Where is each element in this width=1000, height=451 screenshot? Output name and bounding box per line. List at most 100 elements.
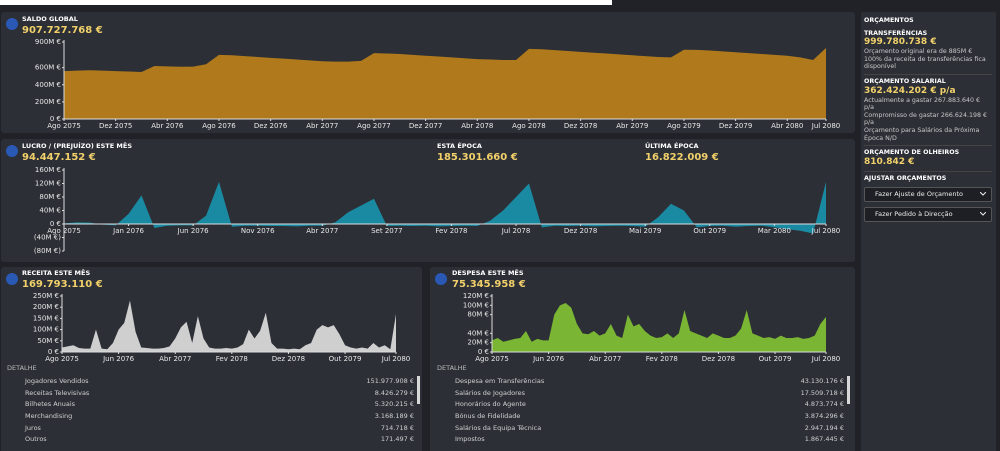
y-tick-label: 200M € — [33, 303, 59, 311]
x-tick-label: Set 2077 — [371, 227, 403, 235]
top-strip — [0, 0, 612, 5]
y-tick-label: 0 € — [478, 348, 489, 356]
budget-section: ORÇAMENTO SALARIAL 362.424.202 € p/a Actua… — [864, 77, 992, 147]
x-tick-label: Jul 2080 — [381, 355, 411, 363]
x-tick-label: Dez 2079 — [719, 122, 752, 130]
x-tick-label: Out 2079 — [693, 227, 726, 235]
detail-value: 151.977.908 € — [366, 377, 414, 385]
x-tick-label: Dez 2078 — [564, 227, 597, 235]
detail-row: Jogadores Vendidos 151.977.908 € — [7, 376, 414, 388]
x-tick-label: Ago 2075 — [45, 355, 79, 363]
scrollbar — [417, 376, 420, 404]
y-tick-label: 40M € — [39, 207, 61, 215]
panel-value: 169.793.110 € — [22, 279, 103, 290]
panel-title: DESPESA ESTE MÊS — [452, 268, 524, 277]
detail-value: 714.718 € — [380, 423, 414, 432]
section-note: Orçamento original era de 885M € — [864, 48, 973, 56]
x-tick-label: Jun 2076 — [532, 355, 565, 363]
x-tick-label: Jul 2080 — [811, 122, 841, 130]
detail-row: Impostos 1.867.445 € — [437, 434, 844, 446]
x-tick-label: Nov 2076 — [241, 227, 275, 235]
panel-title: RECEITA ESTE MÊS — [22, 268, 90, 277]
y-tick-label: 400M € — [35, 81, 61, 89]
panel-value: 907.727.768 € — [22, 25, 103, 36]
x-tick-label: Fev 2078 — [646, 355, 678, 363]
chevron — [979, 191, 987, 199]
chevron-icon — [979, 191, 987, 196]
x-tick-label: Jul 2078 — [501, 227, 531, 235]
x-tick-label: Mar 2080 — [758, 227, 791, 235]
button-label: Fazer Ajuste de Orçamento — [875, 190, 964, 199]
x-tick-label: Dez 2076 — [254, 122, 288, 130]
dropdown-button[interactable]: Fazer Ajuste de Orçamento — [864, 187, 992, 203]
detail-table: DETALHE Jogadores Vendidos 151.977.908 € Re… — [7, 364, 414, 446]
x-tick-label: Fev 2078 — [435, 227, 467, 235]
x-tick-label: Abr 2077 — [589, 355, 621, 363]
dropdown-button[interactable]: Fazer Pedido à Direcção — [864, 207, 992, 223]
y-tick-label: 20M € — [467, 339, 489, 347]
x-tick-label: Abr 2077 — [306, 227, 338, 235]
detail-name: Impostos — [455, 435, 485, 444]
detail-name: Salários de Jogadores — [455, 388, 526, 397]
detail-title: DETALHE — [7, 364, 37, 372]
section-value: 362.424.202 € p/a — [864, 85, 956, 96]
y-tick-label: 100M € — [463, 301, 489, 309]
y-tick-label: 120M € — [35, 180, 61, 188]
x-tick-label: Ago 2075 — [475, 355, 509, 363]
x-tick-label: Ago 2079 — [667, 122, 701, 130]
x-tick-label: Fev 2078 — [216, 355, 248, 363]
scrollbar — [847, 376, 850, 404]
detail-name: Merchandising — [25, 412, 73, 421]
y-tick-label: 200M € — [35, 98, 61, 106]
x-tick-label: Ago 2078 — [512, 122, 546, 130]
section-note: Compromisso de gastar 266.624.198 € p/a — [864, 111, 987, 127]
panel — [430, 267, 855, 451]
detail-row: Despesa em Transferências 43.130.176 € — [437, 376, 844, 388]
section-title: ORÇAMENTO DE OLHEIROS — [864, 149, 960, 157]
y-tick-label: 0 € — [50, 115, 61, 123]
detail-name: Bónus de Fidelidade — [455, 412, 521, 421]
x-tick-label: Mai 2079 — [629, 227, 661, 235]
panel-title: SALDO GLOBAL — [22, 15, 78, 23]
x-tick-label: Jul 2080 — [811, 227, 841, 235]
panel — [1, 267, 422, 451]
x-tick-label: Abr 2077 — [306, 122, 338, 130]
section-title: ORÇAMENTO SALARIAL — [864, 77, 946, 85]
detail-row: Bónus de Fidelidade 3.874.296 € — [437, 411, 844, 423]
detail-value: 171.497 € — [380, 435, 414, 444]
detail-name: Honorários do Agente — [455, 400, 526, 409]
y-tick-label: (80M €) — [34, 247, 61, 255]
detail-row: Salários de Jogadores 17.509.718 € — [437, 388, 844, 400]
section-value: 810.842 € — [864, 156, 915, 167]
y-tick-label: (40M €) — [34, 234, 61, 242]
detail-name: Bilhetes Anuais — [25, 400, 76, 409]
detail-row: Juros 714.718 € — [7, 423, 414, 435]
detail-name: Salários da Equipa Técnica — [455, 423, 542, 432]
button-label: Fazer Pedido à Direcção — [875, 210, 953, 219]
sidebar-title: ORÇAMENTOS — [864, 17, 914, 24]
detail-name: Juros — [25, 423, 41, 432]
detail-name: Jogadores Vendidos — [25, 377, 89, 385]
detail-row: Merchandising 3.168.189 € — [7, 411, 414, 423]
x-tick-label: Dez 2078 — [272, 355, 305, 363]
y-tick-label: 80M € — [467, 311, 489, 319]
chevron-icon — [979, 211, 987, 216]
x-tick-label: Ago 2077 — [357, 122, 391, 130]
icon — [6, 18, 18, 30]
x-tick-label: Dez 2075 — [99, 122, 132, 130]
y-tick-label: 40M € — [467, 329, 489, 337]
x-tick-label: Jun 2076 — [102, 355, 135, 363]
adjust-title: AJUSTAR ORÇAMENTOS — [864, 174, 947, 182]
y-tick-label: 120M € — [463, 292, 489, 300]
panel-value: 94.447.152 € — [22, 152, 96, 163]
x-tick-label: Abr 2080 — [771, 122, 803, 130]
x-tick-label: Ago 2075 — [47, 227, 81, 235]
area — [62, 300, 396, 352]
detail-value: 1.867.445 € — [804, 435, 844, 444]
detail-value: 3.168.189 € — [374, 412, 414, 421]
stat-value: 185.301.660 € — [437, 152, 518, 163]
y-tick-label: 100M € — [33, 326, 59, 334]
detail-value: 4.873.774 € — [804, 400, 844, 409]
icon — [6, 273, 18, 285]
